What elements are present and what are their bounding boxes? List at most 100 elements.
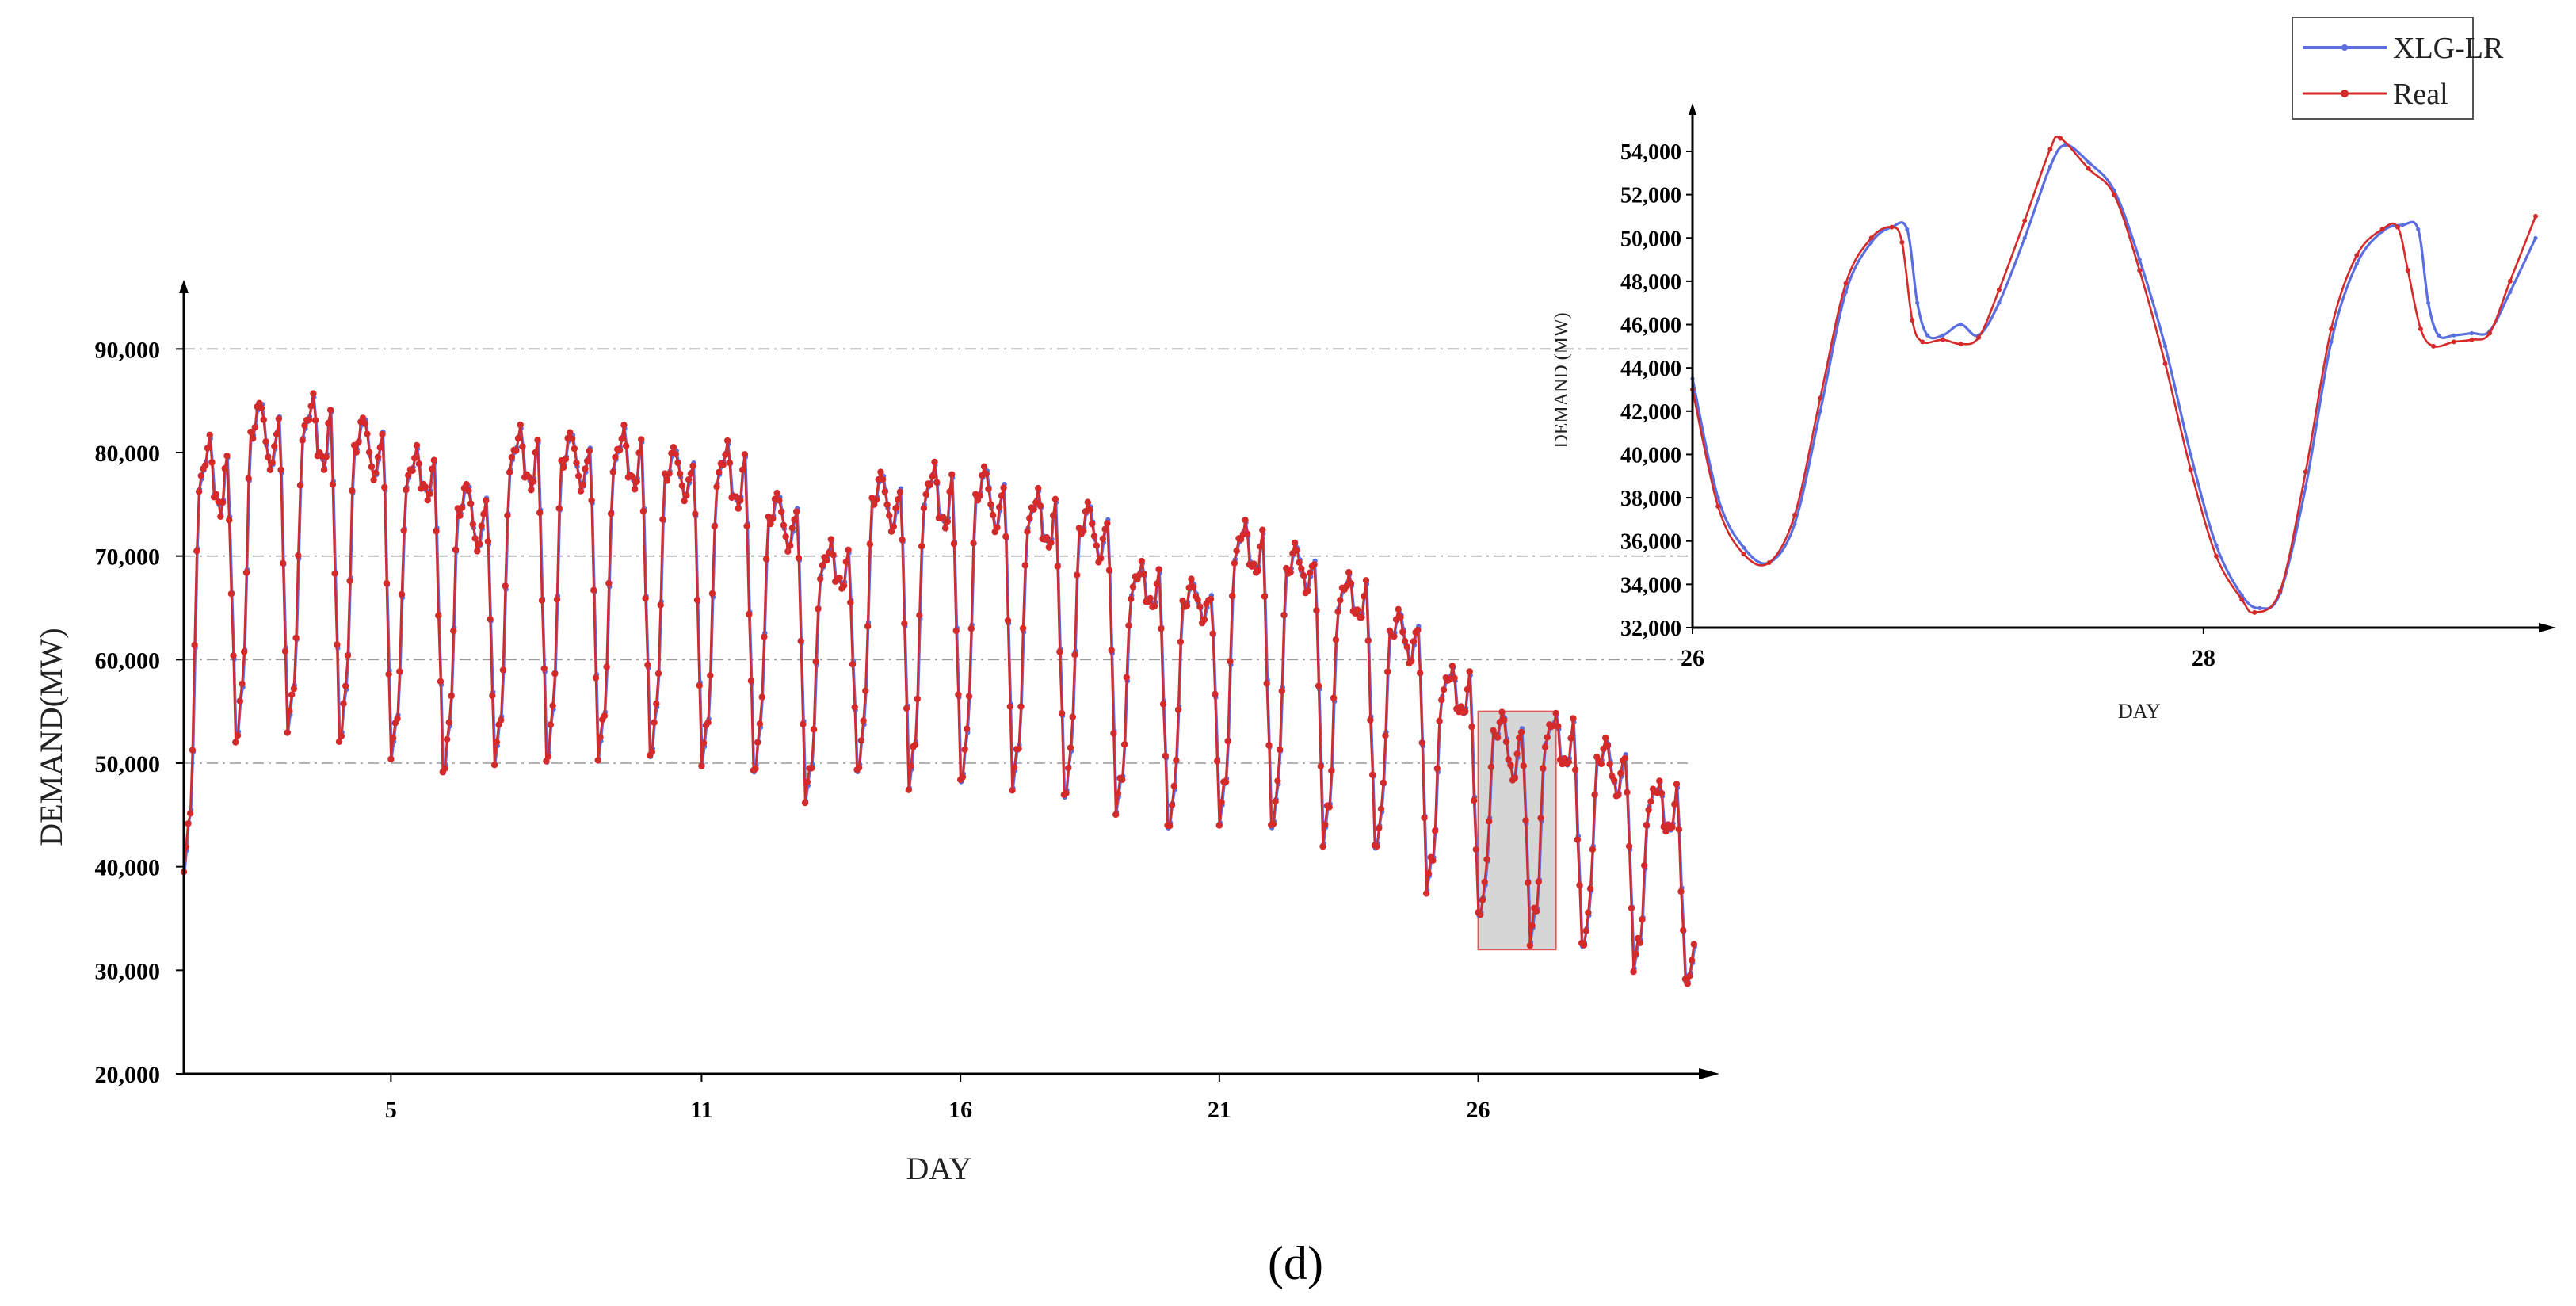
inset-point-real [2507, 278, 2513, 284]
main-point-real [197, 472, 204, 479]
main-point-real [1086, 506, 1093, 514]
main-point-real [230, 652, 237, 659]
inset-point-xlg-lr [2303, 484, 2308, 490]
main-point-real [286, 708, 293, 715]
main-point-real [995, 503, 1003, 511]
main-point-real [916, 612, 923, 619]
main-point-real [273, 430, 280, 438]
main-point-real [463, 480, 470, 488]
main-point-real [208, 459, 216, 466]
main-point-real [185, 820, 192, 827]
main-point-real [258, 404, 265, 411]
main-point-real [857, 737, 865, 744]
inset-point-xlg-lr [2022, 235, 2027, 240]
main-point-real [1380, 779, 1387, 786]
main-point-real [648, 748, 655, 756]
main-point-real [1213, 758, 1221, 765]
main-point-real [791, 516, 798, 524]
main-point-real [364, 430, 371, 437]
main-point-real [1104, 520, 1111, 527]
main-point-real [629, 473, 636, 480]
main-point-real [292, 634, 300, 642]
main-point-real [1112, 811, 1120, 819]
inset-x-ticks: 26 28 [1681, 628, 2215, 671]
inset-point-xlg-lr [1958, 322, 1963, 327]
main-point-real [776, 497, 783, 504]
main-point-real [191, 641, 198, 649]
main-point-real [577, 487, 585, 495]
inset-point-xlg-lr [2162, 344, 2168, 349]
inset-point-real [1941, 337, 1945, 342]
main-point-real [1212, 690, 1219, 698]
inset-y-ticks: 32,000 34,000 36,000 38,000 40,000 42,000 44,0… [1620, 140, 1693, 641]
main-point-real [1035, 484, 1042, 492]
main-point-real [603, 663, 610, 670]
main-point-real [1293, 547, 1301, 554]
main-point-real [1520, 762, 1527, 769]
main-point-real [795, 555, 803, 562]
main-point-real [1589, 846, 1597, 853]
main-point-real [635, 449, 643, 456]
main-point-real [1328, 767, 1335, 774]
main-point-real [1207, 595, 1215, 603]
main-point-real [683, 491, 690, 498]
main-point-real [547, 721, 554, 728]
main-point-real [471, 535, 479, 542]
main-point-real [1071, 651, 1078, 659]
main-point-real [931, 458, 938, 466]
main-point-real [381, 483, 388, 491]
inset-point-real [1899, 239, 1905, 245]
main-point-real [504, 512, 511, 519]
inset-point-real [2354, 253, 2360, 258]
inset-points-real [1690, 136, 2538, 615]
main-y-tick-label: 80,000 [95, 441, 161, 467]
inset-point-real [1889, 224, 1895, 230]
main-point-real [692, 510, 699, 517]
main-point-real [899, 536, 906, 544]
main-point-real [1067, 744, 1074, 751]
main-point-real [1177, 638, 1185, 646]
inset-point-real [2395, 224, 2400, 230]
main-point-real [1353, 606, 1361, 613]
main-point-real [1283, 564, 1290, 572]
inset-point-real [2431, 343, 2436, 349]
main-point-real [1110, 730, 1117, 737]
main-x-ticks: 5 11 16 21 26 [385, 1074, 1490, 1123]
legend: XLG-LR Real [2292, 17, 2504, 120]
main-point-real [555, 505, 563, 512]
main-point-real [1582, 927, 1589, 934]
main-point-real [1048, 539, 1055, 547]
main-point-real [452, 546, 460, 553]
main-point-real [489, 692, 496, 699]
main-point-real [372, 469, 380, 476]
main-point-real [413, 441, 421, 449]
main-point-real [1105, 567, 1113, 574]
legend-marker-real [2341, 90, 2349, 97]
main-point-real [562, 456, 570, 463]
main-point-real [1466, 668, 1473, 675]
main-point-real [1364, 637, 1372, 644]
main-point-real [202, 461, 209, 469]
main-point-real [1628, 904, 1635, 912]
main-point-real [426, 490, 433, 498]
inset-y-tick-label: 42,000 [1620, 400, 1681, 425]
main-point-real [849, 661, 857, 668]
main-point-real [1224, 737, 1231, 745]
inset-point-xlg-lr [1925, 333, 1930, 338]
inset-point-real [2137, 268, 2143, 273]
main-point-real [1606, 761, 1613, 768]
main-point-real [1026, 514, 1033, 522]
main-point-real [687, 470, 694, 477]
main-point-real [1242, 517, 1249, 524]
main-point-real [941, 525, 949, 532]
main-point-real [266, 466, 274, 473]
inset-point-real [2418, 326, 2423, 331]
main-point-real [575, 472, 582, 479]
inset-point-xlg-lr [2469, 330, 2474, 336]
main-point-real [195, 488, 203, 495]
main-point-real [1194, 596, 1201, 603]
main-point-real [1645, 806, 1652, 814]
main-point-real [242, 569, 250, 576]
main-point-real [892, 505, 899, 512]
inset-point-real [2112, 192, 2116, 197]
